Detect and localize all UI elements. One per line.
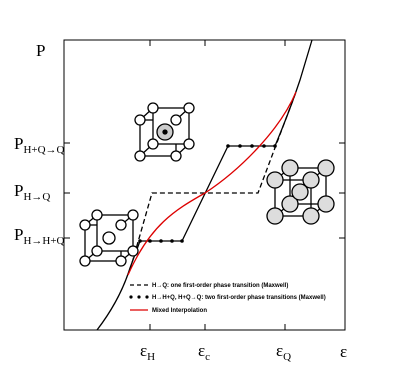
sub: c: [205, 351, 210, 363]
y-tick-label: PH→H+Q: [14, 225, 65, 247]
y-tick-label: PH+Q→Q: [14, 134, 65, 156]
x-tick-label: εQ: [276, 341, 291, 363]
x-axis-label: ε: [340, 342, 347, 361]
legend: H→Q: one first-order phase transition (M…: [129, 283, 326, 314]
legend-label: Mixed Interpolation: [152, 308, 207, 314]
legend-label: H→H+Q, H+Q→Q: two first-order phase tran…: [152, 295, 326, 301]
x-tick-label: εc: [198, 341, 210, 363]
sub: H→Q: [23, 191, 50, 203]
mixed-crystal: [134, 102, 195, 162]
main: P: [14, 225, 23, 244]
x-tick-label: εH: [140, 341, 155, 363]
sub: H: [147, 351, 155, 363]
main: ε: [140, 341, 147, 360]
y-tick-label: PH→Q: [14, 181, 50, 203]
sub: H→H+Q: [23, 235, 64, 247]
main: P: [14, 181, 23, 200]
legend-swatch: [129, 295, 149, 299]
main: P: [14, 134, 23, 153]
sub: H+Q→Q: [23, 144, 64, 156]
mixed-curve: [127, 91, 297, 276]
sub: Q: [283, 351, 291, 363]
main: ε: [276, 341, 283, 360]
plateau-dots: [138, 144, 277, 243]
main: ε: [198, 341, 205, 360]
ticks: [64, 40, 345, 330]
legend-label: H→Q: one first-order phase transition (M…: [152, 283, 288, 289]
hadron-crystal: [79, 209, 139, 267]
y-axis-label: P: [36, 41, 45, 60]
quark-crystal: [266, 159, 335, 225]
